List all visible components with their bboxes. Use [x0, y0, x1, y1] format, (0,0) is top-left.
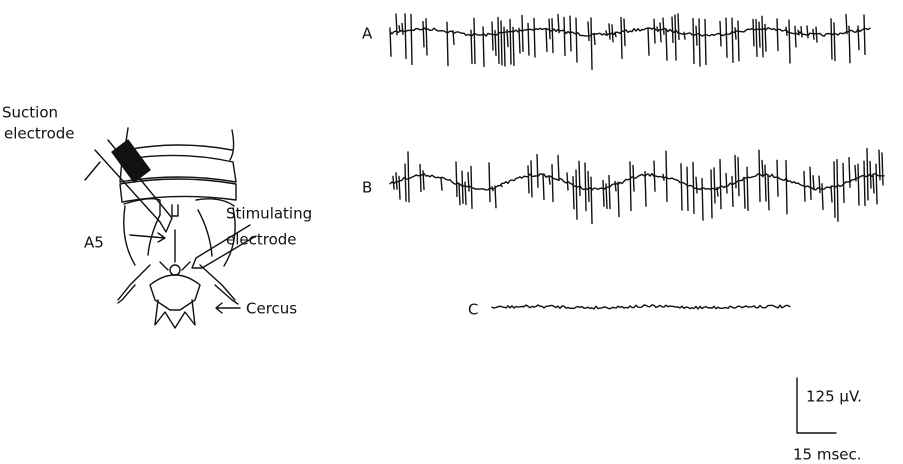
- recording-trace: [492, 305, 790, 309]
- insect-drawing: [85, 128, 256, 328]
- cercus-label: Cercus: [246, 300, 297, 318]
- voltage-scale-label: 125 μV.: [806, 388, 862, 406]
- recording-trace: [390, 149, 884, 224]
- time-scale-label: 15 msec.: [793, 446, 862, 464]
- suction-label: Suction: [2, 104, 58, 122]
- trace-label: C: [468, 301, 478, 319]
- trace-label: A: [362, 25, 373, 43]
- suction-label: electrode: [4, 125, 75, 143]
- stimulating-label: electrode: [226, 231, 297, 249]
- figure: Suction electrode Stimulating electrode …: [0, 0, 903, 464]
- recording-trace: [390, 14, 870, 69]
- traces: [390, 14, 884, 309]
- segment-label: A5: [84, 234, 104, 252]
- scale-bar: [797, 378, 836, 433]
- trace-label: B: [362, 179, 372, 197]
- stimulating-label: Stimulating: [226, 205, 312, 223]
